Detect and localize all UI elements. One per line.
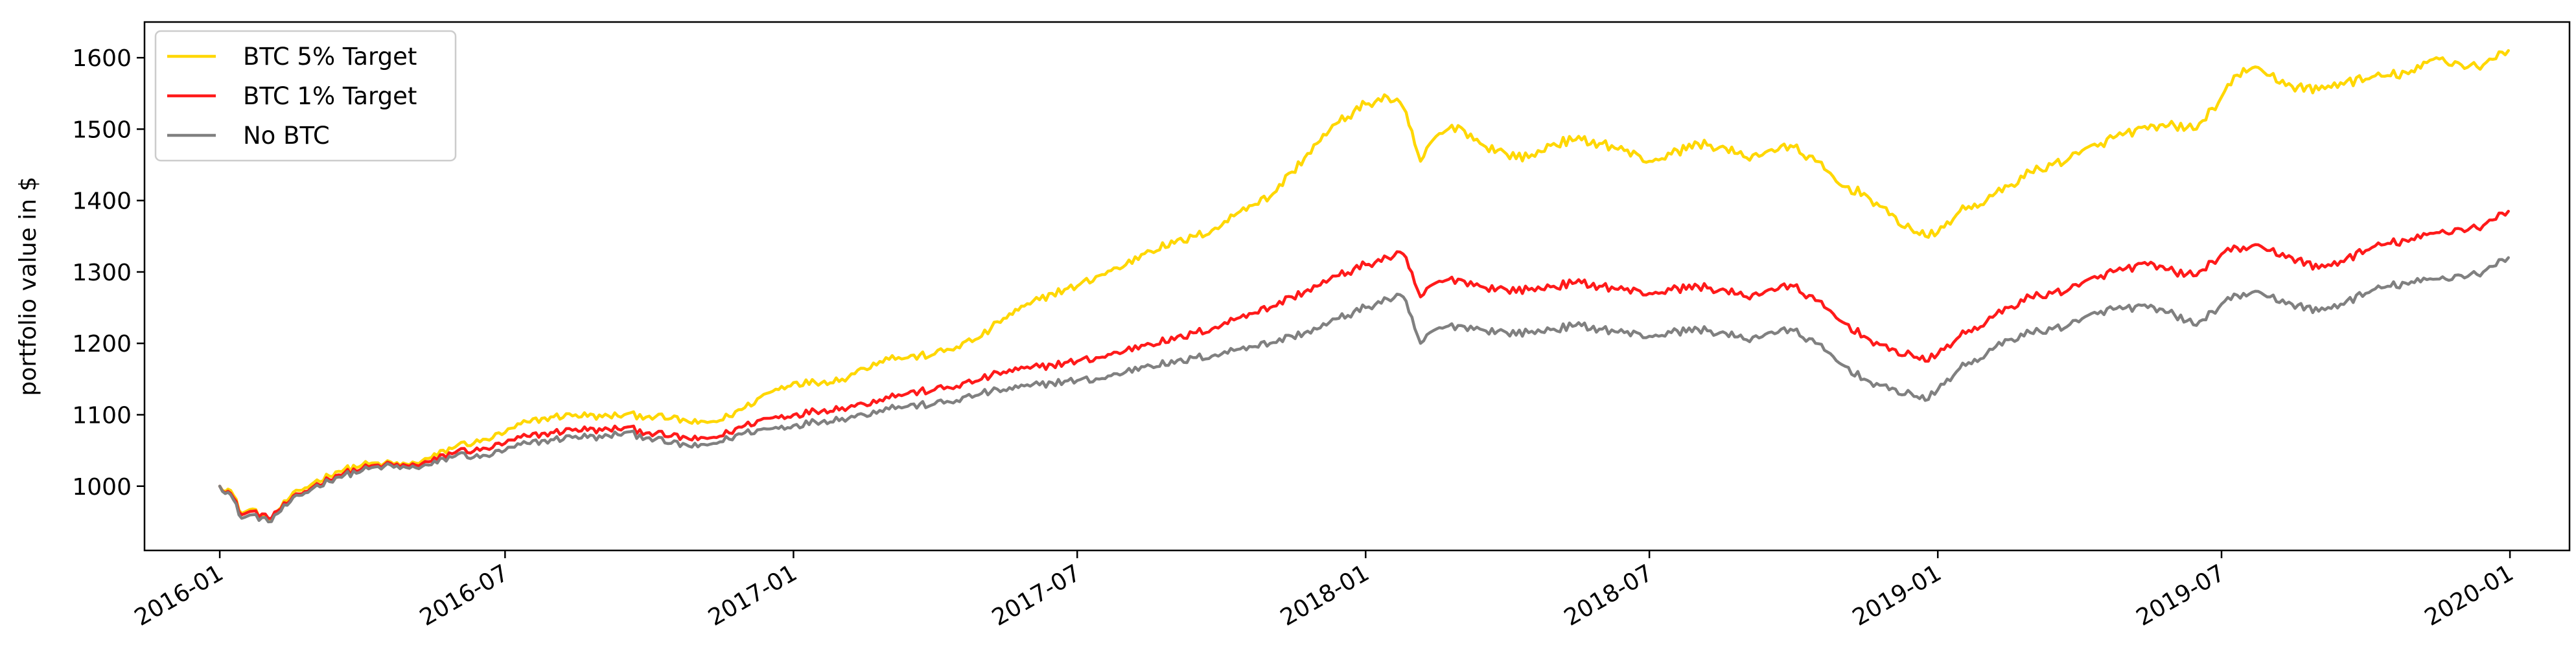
y-tick-label: 1500 [72,117,132,143]
y-axis-label: portfolio value in $ [15,177,41,396]
series-line-2 [218,209,2510,520]
y-tick-label: 1300 [72,260,132,286]
legend: BTC 5% Target BTC 1% Target No BTC [154,30,457,162]
legend-box [154,30,457,162]
y-axis: 1000 1100 1200 1300 1400 1500 1600 [72,45,145,501]
y-tick-label: 1000 [72,474,132,501]
y-tick-label: 1100 [72,402,132,429]
legend-label-2: BTC 1% Target [243,82,417,110]
series-layer [218,49,2510,524]
y-tick-label: 1200 [72,331,132,357]
y-tick-label: 1400 [72,188,132,215]
legend-label-1: BTC 5% Target [243,43,417,71]
plot-frame [143,21,2571,552]
legend-label-3: No BTC [243,122,330,150]
series-line-1 [218,49,2510,522]
y-tick-label: 1600 [72,45,132,72]
series-line-3 [218,256,2510,524]
